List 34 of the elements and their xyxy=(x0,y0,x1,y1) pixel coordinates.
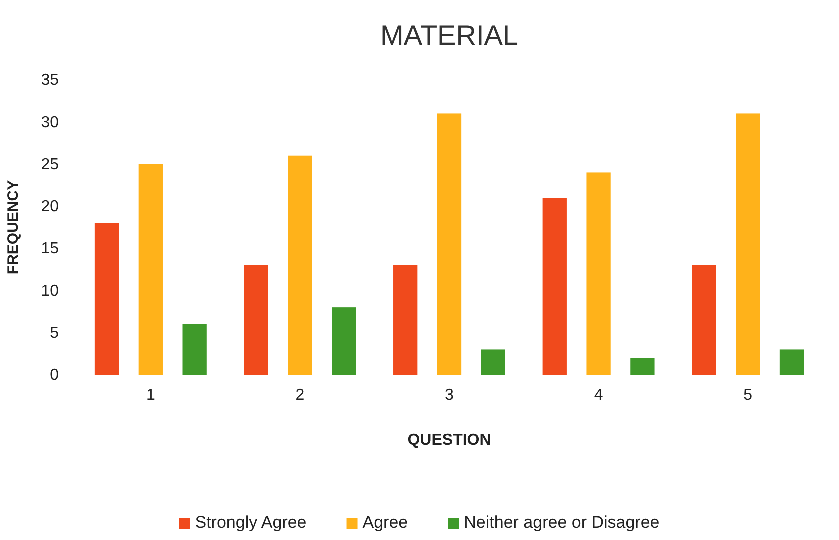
bar xyxy=(780,350,804,375)
x-tick-label: 2 xyxy=(296,387,305,404)
legend-label: Neither agree or Disagree xyxy=(464,513,660,532)
y-tick-label: 5 xyxy=(50,324,60,342)
x-tick-label: 1 xyxy=(146,387,156,404)
chart-title: MATERIAL xyxy=(380,20,518,51)
legend-label: Agree xyxy=(362,513,408,532)
bar xyxy=(94,223,120,375)
x-tick-label: 5 xyxy=(744,387,753,404)
bar xyxy=(182,324,207,375)
bar xyxy=(288,156,312,375)
bar xyxy=(332,308,356,375)
y-tick-label: 15 xyxy=(41,240,60,258)
bar xyxy=(542,198,567,375)
bar xyxy=(481,350,506,375)
bar xyxy=(244,265,268,375)
y-axis-title: FREQUENCY xyxy=(5,180,22,275)
bar xyxy=(394,265,418,375)
y-tick-label: 20 xyxy=(41,198,60,216)
y-tick-label: 10 xyxy=(41,282,60,300)
bar xyxy=(630,358,655,375)
x-tick-label: 3 xyxy=(445,387,454,404)
bar xyxy=(692,265,716,375)
y-tick-label: 25 xyxy=(41,156,60,174)
x-axis-title: QUESTION xyxy=(408,432,492,449)
legend-label: Strongly Agree xyxy=(195,513,307,532)
y-tick-label: 35 xyxy=(41,72,60,90)
bar xyxy=(437,114,462,375)
y-tick-label: 0 xyxy=(50,367,60,384)
bar xyxy=(138,164,163,375)
y-tick-label: 30 xyxy=(41,114,60,132)
x-tick-label: 4 xyxy=(594,387,604,404)
bar xyxy=(586,172,611,375)
bar xyxy=(736,114,760,375)
